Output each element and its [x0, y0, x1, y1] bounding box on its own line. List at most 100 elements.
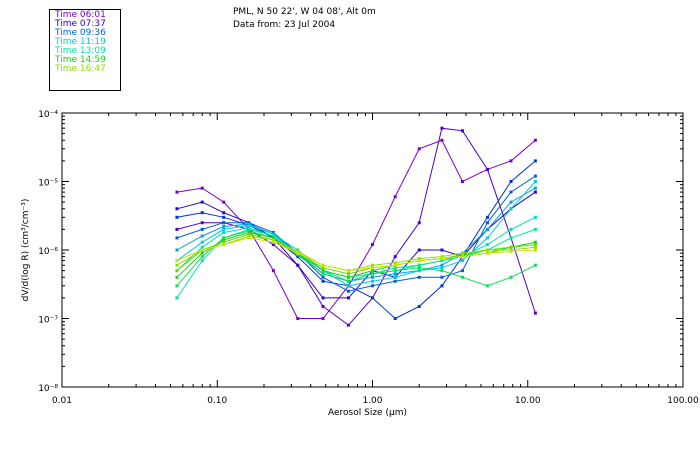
- data-point: [271, 243, 275, 247]
- data-point: [461, 129, 465, 133]
- series-line: [176, 187, 536, 282]
- data-point: [222, 240, 226, 244]
- data-point: [509, 250, 513, 254]
- data-point: [321, 272, 325, 276]
- data-point: [461, 255, 465, 259]
- data-point: [485, 284, 489, 288]
- data-point: [200, 240, 204, 244]
- data-point: [485, 236, 489, 240]
- series-line: [176, 191, 536, 299]
- data-point: [533, 227, 537, 231]
- legend-entry: Time 06:01: [55, 10, 106, 20]
- data-point: [247, 236, 251, 240]
- data-point: [509, 236, 513, 240]
- data-point: [533, 248, 537, 252]
- data-point: [417, 275, 421, 279]
- data-point: [271, 236, 275, 240]
- plot-frame: [61, 112, 684, 388]
- data-point: [321, 269, 325, 273]
- data-point: [371, 284, 374, 288]
- data-point: [200, 248, 204, 252]
- data-point: [271, 234, 275, 238]
- y-tick-label: 10⁻⁶: [38, 247, 58, 257]
- data-point: [346, 289, 350, 293]
- x-axis-label: Aerosol Size (µm): [328, 408, 407, 418]
- data-point: [533, 245, 537, 249]
- series-line: [176, 127, 536, 326]
- y-tick-label: 10⁻⁷: [38, 316, 58, 326]
- data-point: [222, 243, 226, 247]
- data-point: [371, 279, 374, 283]
- data-point: [200, 186, 204, 190]
- data-point: [222, 227, 226, 231]
- data-point: [222, 211, 226, 215]
- data-point: [371, 263, 374, 267]
- date-line: Data from: 23 Jul 2004: [233, 20, 336, 30]
- data-point: [222, 225, 226, 229]
- data-point: [485, 167, 489, 171]
- data-point: [485, 243, 489, 247]
- data-point: [200, 251, 204, 255]
- data-point: [533, 174, 537, 178]
- data-point: [417, 257, 421, 261]
- data-point: [271, 232, 275, 236]
- data-point: [417, 259, 421, 263]
- data-point: [509, 190, 513, 194]
- data-point: [200, 234, 204, 238]
- data-point: [485, 248, 489, 252]
- data-point: [296, 255, 300, 259]
- data-point: [393, 317, 397, 320]
- data-point: [393, 275, 397, 279]
- data-point: [247, 223, 251, 227]
- data-point: [271, 240, 275, 244]
- data-point: [200, 221, 204, 225]
- data-point: [533, 138, 537, 142]
- data-point: [485, 227, 489, 231]
- legend-entry: Time 16:47: [55, 64, 106, 74]
- data-point: [509, 200, 513, 204]
- data-point: [461, 269, 465, 273]
- data-point: [440, 275, 444, 279]
- data-point: [321, 296, 325, 300]
- data-point: [222, 221, 226, 225]
- data-point: [533, 180, 537, 183]
- y-tick-label: 10⁻⁴: [38, 110, 58, 120]
- legend: Time 06:01 Time 07:37 Time 09:36 Time 11:19…: [49, 9, 121, 91]
- data-point: [440, 138, 444, 142]
- data-point: [440, 259, 444, 263]
- data-point: [417, 147, 421, 151]
- data-point: [175, 215, 179, 219]
- data-point: [440, 248, 444, 252]
- data-point: [509, 180, 513, 183]
- data-point: [509, 159, 513, 163]
- data-point: [271, 238, 275, 242]
- data-point: [533, 159, 537, 163]
- data-point: [371, 275, 374, 279]
- data-point: [346, 284, 350, 288]
- data-point: [371, 269, 374, 273]
- data-point: [393, 269, 397, 273]
- data-point: [175, 296, 179, 300]
- data-point: [175, 227, 179, 231]
- legend-entry: Time 07:37: [55, 19, 106, 29]
- data-point: [175, 248, 179, 252]
- data-point: [461, 180, 465, 183]
- data-point: [296, 251, 300, 255]
- data-point: [417, 263, 421, 267]
- data-point: [440, 126, 444, 130]
- data-point: [440, 263, 444, 267]
- data-point: [175, 236, 179, 240]
- y-tick-label: 10⁻⁵: [38, 179, 58, 189]
- legend-entry: Time 09:36: [55, 28, 106, 38]
- data-point: [200, 255, 204, 259]
- data-point: [393, 255, 397, 259]
- data-point: [461, 253, 465, 257]
- data-point: [247, 232, 251, 236]
- legend-entry: Time 11:19: [55, 37, 106, 47]
- data-point: [175, 284, 179, 288]
- data-point: [393, 279, 397, 283]
- data-point: [296, 317, 300, 320]
- data-point: [393, 266, 397, 270]
- data-point: [371, 296, 374, 300]
- data-point: [346, 275, 350, 279]
